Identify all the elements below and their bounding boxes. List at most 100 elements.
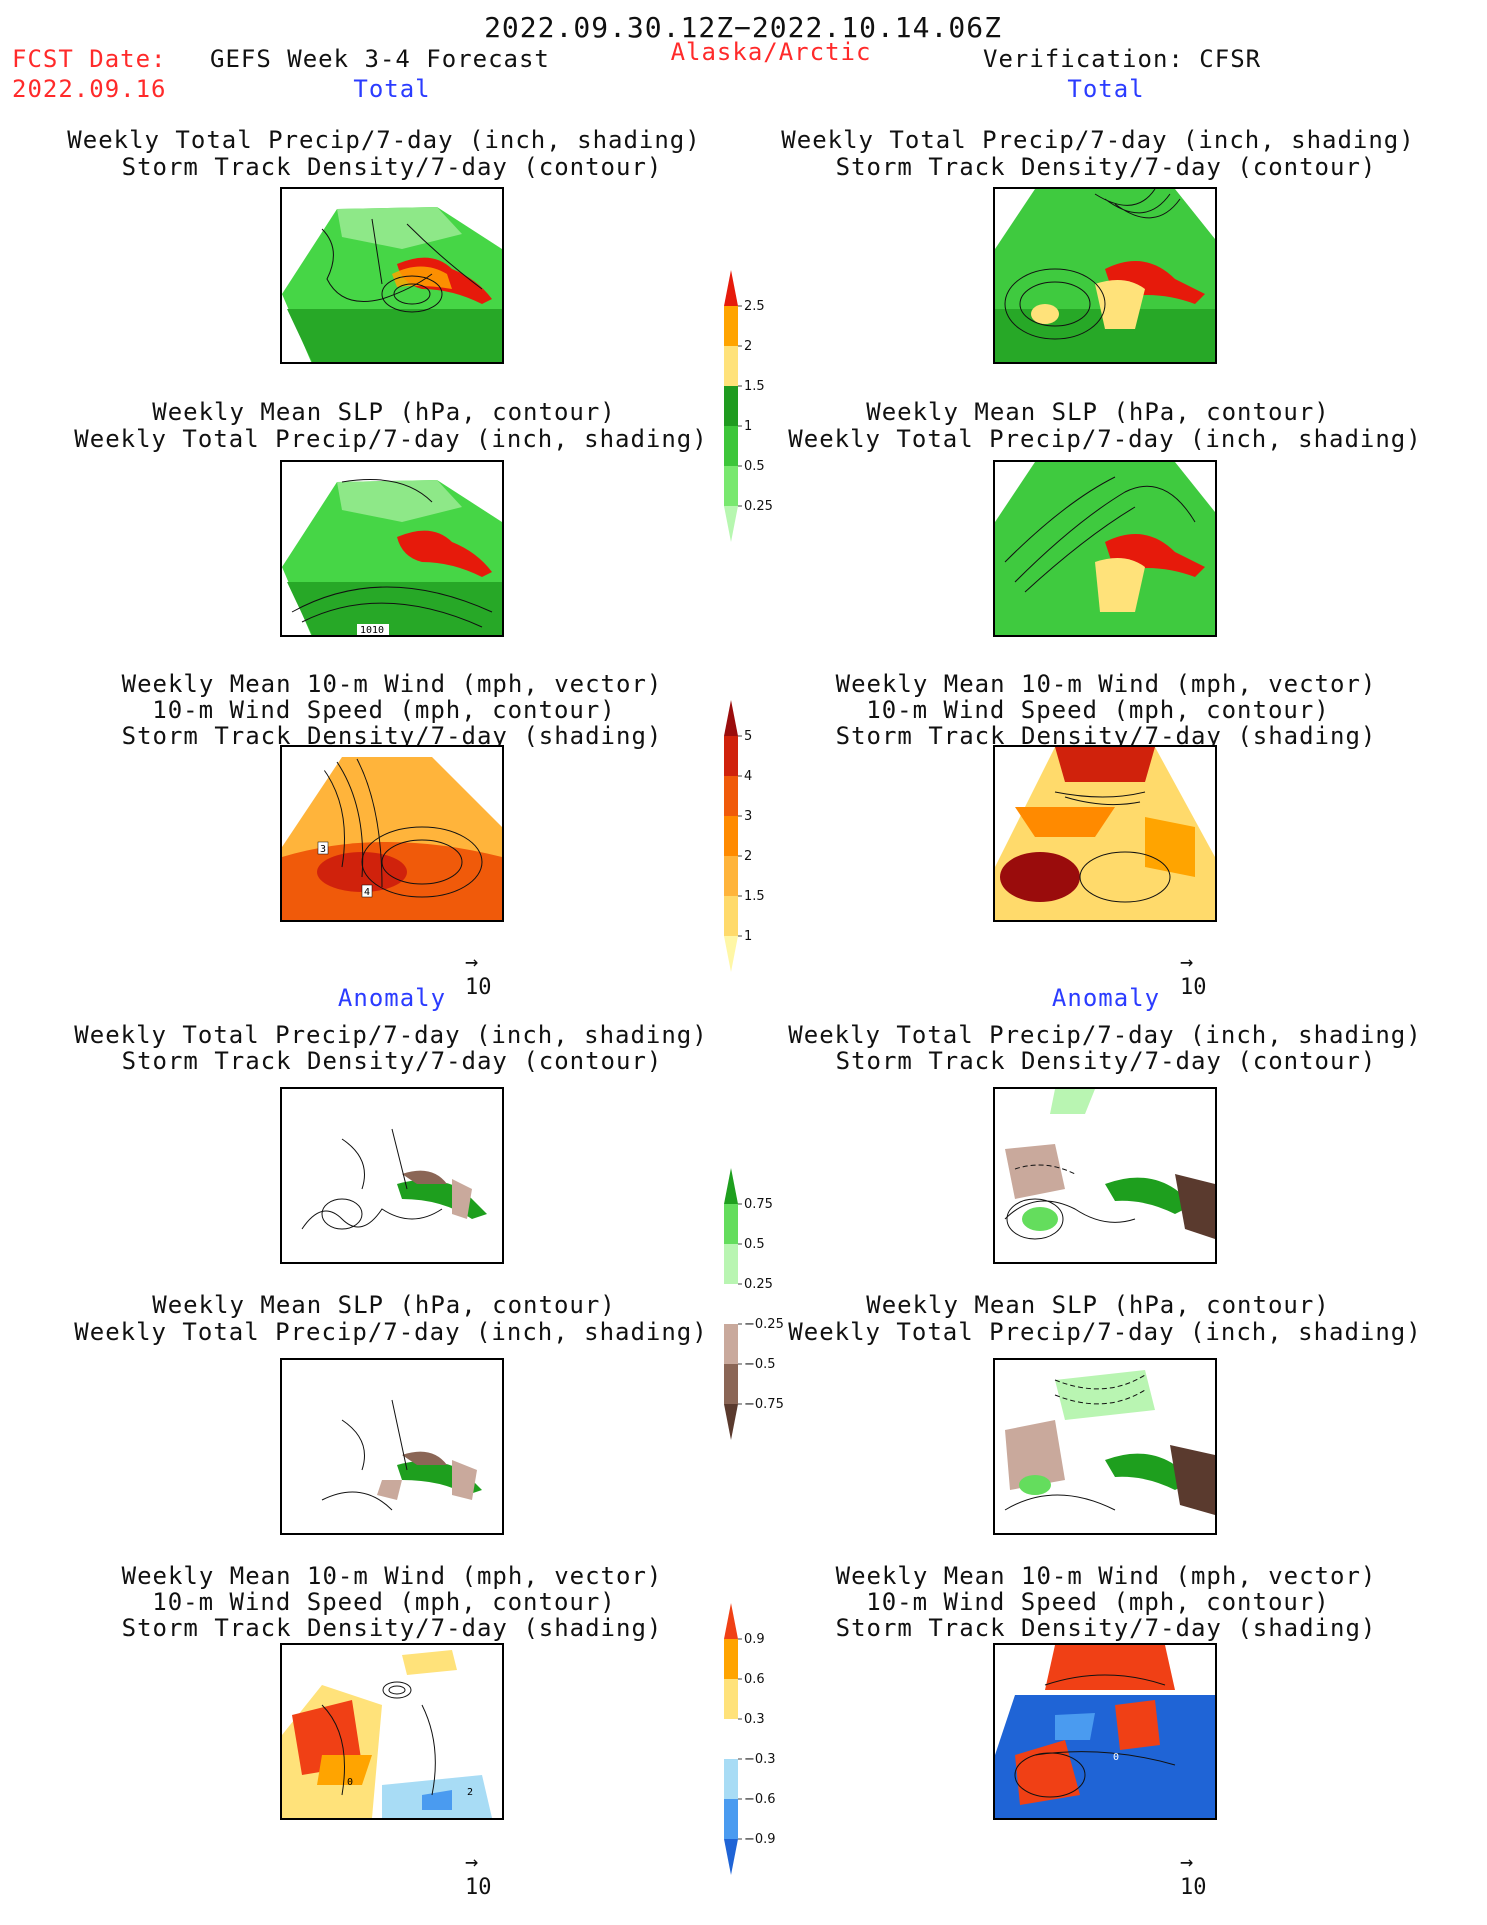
title-wind-track-anom-fcst-1: Weekly Mean 10-m Wind (mph, vector) <box>121 1562 663 1590</box>
wind-contour-label-b: 4 <box>364 887 370 898</box>
colorbar-segment <box>724 426 738 466</box>
colorbar-segment <box>724 346 738 386</box>
fcst-date-value: 2022.09.16 <box>12 75 167 103</box>
colorbar-segment <box>724 1364 738 1404</box>
colorbar-segment <box>724 386 738 426</box>
colorbar-segment <box>724 1799 738 1839</box>
vector-value: 10 <box>465 1875 492 1900</box>
colorbar-bottom-triangle <box>724 506 738 542</box>
colorbar-top-triangle <box>724 1168 738 1204</box>
wind-anom-label-a: 0 <box>347 1777 353 1788</box>
colorbar-segment <box>724 1244 738 1284</box>
vector-ref-anom-ver: → 10 <box>1180 1850 1207 1900</box>
map-slp-anom-ver <box>993 1358 1217 1535</box>
title-slp-precip-anom-ver-2: Weekly Total Precip/7-day (inch, shading… <box>788 1318 1422 1346</box>
vector-ref-anom-fcst: → 10 <box>465 1850 492 1900</box>
title-slp-precip-anom-fcst-1: Weekly Mean SLP (hPa, contour) <box>152 1291 616 1319</box>
colorbar-tick-label: 5 <box>744 729 752 744</box>
section-total-ver: Total <box>1067 75 1145 103</box>
colorbar-top-triangle <box>724 700 738 736</box>
colorbar-tick-label: 2 <box>744 339 752 354</box>
colorbar-segment <box>724 1759 738 1799</box>
colorbar-segment <box>724 1284 738 1324</box>
vector-value: 10 <box>465 975 492 1000</box>
vector-arrow: → <box>1180 1850 1194 1875</box>
title-wind-track-anom-ver-1: Weekly Mean 10-m Wind (mph, vector) <box>835 1562 1377 1590</box>
vector-arrow: → <box>1180 950 1194 975</box>
colorbar-segment <box>724 736 738 776</box>
colorbar-tick-label: −0.6 <box>744 1792 776 1807</box>
colorbar-segment <box>724 776 738 816</box>
colorbar-segment <box>724 466 738 506</box>
map-precip-total-ver <box>993 187 1217 364</box>
colorbar-segment <box>724 1719 738 1759</box>
colorbar-top-triangle <box>724 270 738 306</box>
map-precip-anom-ver <box>993 1087 1217 1264</box>
colorbar-tick-label: −0.25 <box>744 1317 784 1332</box>
colorbar-tick-label: 3 <box>744 809 752 824</box>
map-slp-total-fcst: 1010 <box>280 460 504 637</box>
colorbar-track-anom: −0.9 −0.6 −0.3 0.3 0.6 0.9 <box>718 1603 798 1897</box>
colorbar-precip-total-svg: 0.25 0.5 1 1.5 2 2.5 <box>724 270 773 542</box>
colorbar-track-anom-svg: −0.9 −0.6 −0.3 0.3 0.6 0.9 <box>724 1603 776 1875</box>
colorbar-segment <box>724 816 738 856</box>
vector-ref-total-fcst: → 10 <box>465 950 492 1000</box>
colorbar-segment <box>724 856 738 896</box>
vector-arrow: → <box>465 950 479 975</box>
title-precip-track-anom-fcst-2: Storm Track Density/7-day (contour) <box>121 1047 663 1075</box>
title-wind-track-fcst-3: Storm Track Density/7-day (shading) <box>121 722 663 750</box>
colorbar-tick-label: −0.3 <box>744 1752 776 1767</box>
slp-contour-label: 1010 <box>360 625 384 635</box>
title-wind-track-ver-3: Storm Track Density/7-day (shading) <box>835 722 1377 750</box>
title-slp-precip-fcst-1: Weekly Mean SLP (hPa, contour) <box>152 398 616 426</box>
vector-value: 10 <box>1180 1875 1207 1900</box>
colorbar-tick-label: −0.75 <box>744 1397 784 1412</box>
colorbar-segment <box>724 306 738 346</box>
colorbar-tick-label: 0.3 <box>744 1712 765 1727</box>
colorbar-tick-label: 0.25 <box>744 499 773 514</box>
title-precip-track-fcst-2: Storm Track Density/7-day (contour) <box>121 153 663 181</box>
colorbar-precip-total: 0.25 0.5 1 1.5 2 2.5 <box>718 270 798 564</box>
map-slp-anom-fcst <box>280 1358 504 1535</box>
colorbar-tick-label: 1.5 <box>744 889 765 904</box>
title-slp-precip-anom-ver-1: Weekly Mean SLP (hPa, contour) <box>866 1291 1330 1319</box>
colorbar-tick-label: 1 <box>744 419 752 434</box>
map-wind-total-ver <box>993 745 1217 922</box>
vector-value: 10 <box>1180 975 1207 1000</box>
title-slp-precip-ver-1: Weekly Mean SLP (hPa, contour) <box>866 398 1330 426</box>
fcst-date-label: FCST Date: <box>12 45 167 73</box>
title-precip-track-ver-1: Weekly Total Precip/7-day (inch, shading… <box>781 126 1415 154</box>
title-wind-track-fcst-2: 10-m Wind Speed (mph, contour) <box>152 696 616 724</box>
title-precip-track-anom-ver-2: Storm Track Density/7-day (contour) <box>835 1047 1377 1075</box>
title-slp-precip-ver-2: Weekly Total Precip/7-day (inch, shading… <box>788 425 1422 453</box>
colorbar-tick-label: 1.5 <box>744 379 765 394</box>
title-wind-track-fcst-1: Weekly Mean 10-m Wind (mph, vector) <box>121 670 663 698</box>
colorbar-tick-label: 0.25 <box>744 1277 773 1292</box>
colorbar-tick-label: −0.9 <box>744 1832 776 1847</box>
colorbar-precip-anom: −0.75 −0.5 −0.25 0.25 0.5 0.75 <box>718 1168 798 1462</box>
title-wind-track-anom-ver-2: 10-m Wind Speed (mph, contour) <box>866 1588 1330 1616</box>
title-precip-track-fcst-1: Weekly Total Precip/7-day (inch, shading… <box>67 126 701 154</box>
map-wind-anom-fcst: 0 2 <box>280 1643 504 1820</box>
wind-contour-label-a: 3 <box>320 844 326 855</box>
colorbar-segment <box>724 1324 738 1364</box>
colorbar-tick-label: 0.9 <box>744 1632 765 1647</box>
colorbar-tick-label: 2.5 <box>744 299 765 314</box>
title-wind-track-anom-fcst-3: Storm Track Density/7-day (shading) <box>121 1614 663 1642</box>
colorbar-top-triangle <box>724 1603 738 1639</box>
title-precip-track-ver-2: Storm Track Density/7-day (contour) <box>835 153 1377 181</box>
colorbar-segment <box>724 896 738 936</box>
section-anomaly-ver: Anomaly <box>1051 984 1161 1012</box>
colorbar-track-total: 1 1.5 2 3 4 5 <box>718 700 798 994</box>
title-slp-precip-fcst-2: Weekly Total Precip/7-day (inch, shading… <box>74 425 708 453</box>
colorbar-tick-label: 0.75 <box>744 1197 773 1212</box>
colorbar-tick-label: −0.5 <box>744 1357 776 1372</box>
colorbar-tick-label: 0.6 <box>744 1672 765 1687</box>
colorbar-segment <box>724 1204 738 1244</box>
colorbar-segment <box>724 1679 738 1719</box>
colorbar-bottom-triangle <box>724 936 738 972</box>
map-wind-anom-ver: 0 <box>993 1643 1217 1820</box>
forecast-title: GEFS Week 3-4 Forecast <box>210 45 550 73</box>
title-precip-track-anom-fcst-1: Weekly Total Precip/7-day (inch, shading… <box>74 1021 708 1049</box>
colorbar-tick-label: 0.5 <box>744 1237 765 1252</box>
